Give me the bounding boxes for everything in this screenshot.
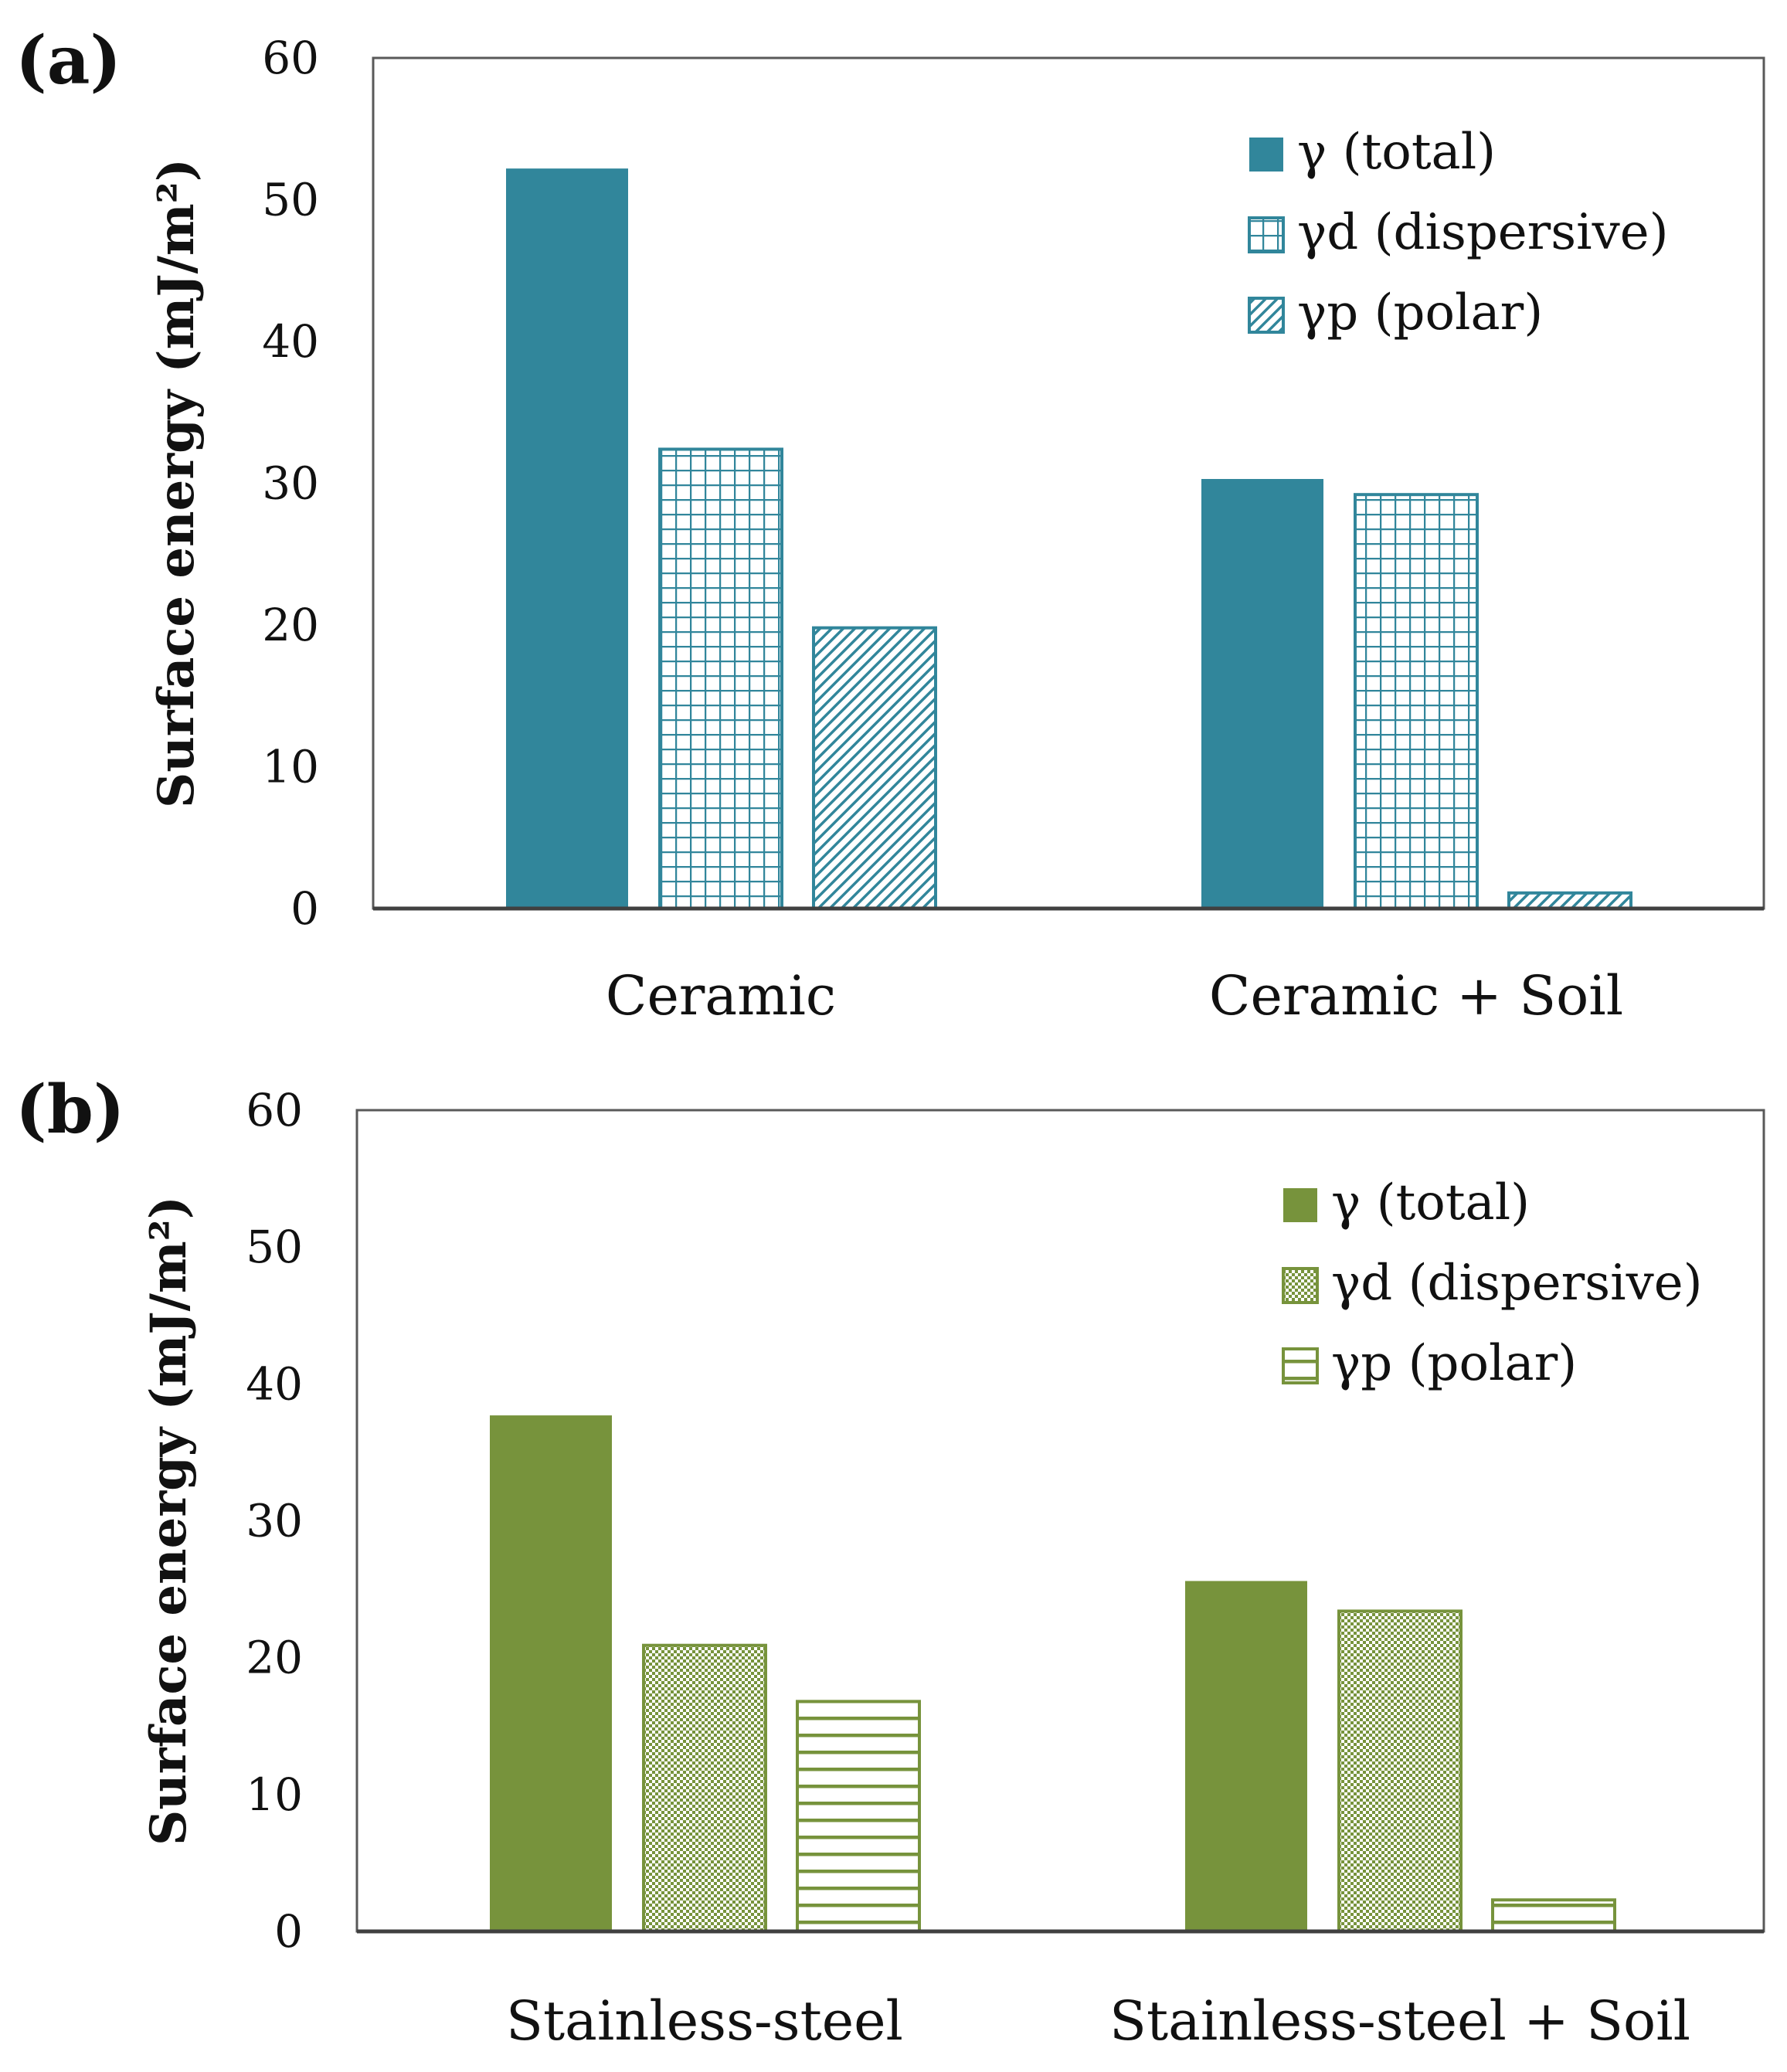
bar bbox=[812, 626, 937, 910]
y-axis-title: Surface energy (mJ/m²) bbox=[148, 158, 206, 808]
y-tick-label: 40 bbox=[246, 1357, 303, 1410]
category-label: Ceramic bbox=[606, 964, 836, 1028]
legend-swatch bbox=[1282, 1267, 1319, 1304]
y-tick-label: 10 bbox=[262, 741, 319, 793]
bar bbox=[642, 1643, 767, 1933]
legend-swatch bbox=[1283, 1188, 1317, 1222]
chart-panel-a: (a) Surface energy (mJ/m²) 0 10 20 30 40 50 60 Ce… bbox=[15, 22, 1765, 1028]
legend-label: γp (polar) bbox=[1297, 284, 1543, 341]
category-label: Stainless-steel bbox=[506, 1989, 903, 2053]
legend-label: γd (dispersive) bbox=[1331, 1255, 1703, 1312]
y-axis-title: Surface energy (mJ/m²) bbox=[140, 1196, 198, 1846]
y-tick-label: 10 bbox=[246, 1768, 303, 1821]
y-tick-label: 60 bbox=[246, 1084, 303, 1136]
y-tick-label: 50 bbox=[246, 1221, 303, 1273]
bar bbox=[1507, 891, 1632, 910]
bar bbox=[658, 447, 783, 910]
bar bbox=[506, 168, 628, 909]
bar bbox=[490, 1415, 612, 1931]
legend-swatch bbox=[1282, 1347, 1319, 1384]
chart-panel-b: (b) Surface energy (mJ/m²) 0 10 20 30 40 50 60 St… bbox=[15, 1071, 1765, 2053]
bar bbox=[1185, 1581, 1307, 1931]
bar bbox=[1337, 1609, 1463, 1933]
bar bbox=[1201, 478, 1323, 909]
legend-label: γd (dispersive) bbox=[1297, 204, 1669, 261]
y-tick-label: 60 bbox=[262, 32, 319, 84]
legend-swatch bbox=[1248, 297, 1285, 334]
y-tick-label: 40 bbox=[262, 315, 319, 368]
category-label: Ceramic + Soil bbox=[1209, 964, 1623, 1028]
y-tick-label: 50 bbox=[262, 174, 319, 226]
y-tick-label: 0 bbox=[290, 882, 319, 935]
bar bbox=[1354, 493, 1479, 910]
legend-label: γ (total) bbox=[1297, 124, 1496, 181]
bar bbox=[796, 1700, 921, 1934]
legend-label: γp (polar) bbox=[1331, 1335, 1577, 1392]
category-label: Stainless-steel + Soil bbox=[1109, 1989, 1690, 2053]
bar bbox=[1491, 1898, 1616, 1934]
y-tick-label: 20 bbox=[262, 599, 319, 651]
panel-label: (b) bbox=[15, 1071, 125, 1149]
legend-swatch bbox=[1249, 138, 1283, 172]
y-tick-label: 30 bbox=[262, 457, 319, 510]
panel-label: (a) bbox=[15, 22, 121, 100]
legend-label: γ (total) bbox=[1331, 1174, 1530, 1231]
legend-swatch bbox=[1248, 216, 1285, 253]
y-tick-label: 30 bbox=[246, 1495, 303, 1547]
y-tick-label: 20 bbox=[246, 1632, 303, 1684]
y-tick-label: 0 bbox=[274, 1905, 303, 1958]
